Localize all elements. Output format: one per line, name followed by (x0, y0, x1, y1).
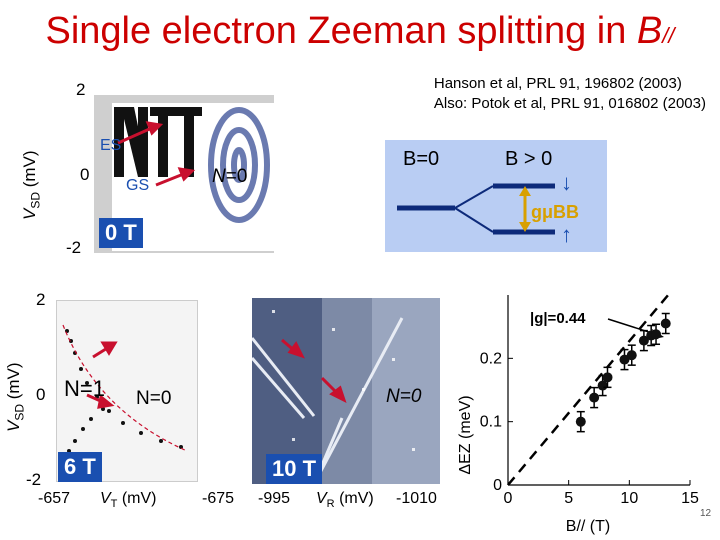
middle-xtick-max: -1010 (396, 490, 437, 507)
top-panel-arrows (117, 121, 196, 187)
chart-y-tick-label: 0 (493, 477, 502, 494)
ntt-logo-swirl (208, 107, 270, 223)
top-n-label: N=0 (212, 166, 248, 187)
chart-data-point (602, 372, 613, 383)
top-tick-2: 2 (76, 80, 86, 99)
chart-data-point (651, 329, 662, 340)
middle-panel-stability (250, 298, 440, 485)
chart-y-tick-label: 0.1 (480, 414, 502, 431)
top-tick-0: 0 (80, 165, 90, 184)
ntt-logo-graphic (112, 103, 274, 251)
left-panel-arrows (86, 341, 118, 409)
chart-data-point (660, 318, 671, 329)
es-label: ES (100, 137, 122, 154)
left-ylabel: VSD (mV) (4, 362, 27, 432)
left-xtick-max: -675 (202, 490, 235, 507)
zeeman-levels (397, 183, 555, 235)
left-tick-2: 2 (36, 290, 46, 309)
reference-line-2: Also: Potok et al, PRL 91, 016802 (2003) (433, 95, 706, 112)
middle-panel-arrows (281, 338, 347, 403)
b0-label: B=0 (403, 148, 440, 170)
chart-y-tick-label: 0.2 (480, 350, 502, 367)
chart-data-point (638, 335, 649, 346)
slide-title: Single electron Zeeman splitting in B// (45, 10, 675, 52)
zeeman-energy-chart: ΔEZ (meV) B// (T) |g|=0.44 0 5 10 15 0 0.1 0.2 (458, 294, 699, 535)
chart-data-point (575, 416, 586, 427)
chart-x-tick-label: 0 (504, 490, 513, 507)
left-xlabel: VT (mV) (100, 490, 157, 511)
chart-fit-line (507, 294, 670, 486)
chart-data-point (619, 354, 630, 365)
top-field-tag: 0 T (99, 218, 143, 248)
top-ylabel: VSD (mV) (20, 150, 43, 220)
middle-xtick-min: -995 (258, 490, 291, 507)
up-spin-arrow: ↑ (561, 222, 572, 247)
middle-xlabel: VR (mV) (316, 490, 374, 511)
down-spin-arrow: ↓ (561, 170, 572, 195)
chart-data-point (589, 392, 600, 403)
left-tick-neg2: -2 (26, 470, 42, 489)
reference-line-1: Hanson et al, PRL 91, 196802 (2003) (433, 75, 682, 92)
chart-x-tick-label: 5 (564, 490, 573, 507)
middle-n0-label: N=0 (386, 386, 422, 407)
middle-field-tag: 10 T (266, 454, 323, 484)
chart-data-point (626, 350, 637, 361)
left-n1-label: N=1 (64, 376, 105, 401)
chart-x-tick-label: 15 (681, 490, 699, 507)
left-tick-0: 0 (36, 385, 46, 404)
left-xtick-min: -657 (38, 490, 71, 507)
zeeman-diagram: B=0 B > 0 ↓ ↑ gμBB (385, 140, 607, 252)
left-n0-label: N=0 (136, 388, 172, 409)
chart-annotation: |g|=0.44 (530, 310, 586, 327)
chart-ylabel: ΔEZ (meV) (458, 395, 474, 474)
bpos-label: B > 0 (505, 148, 553, 170)
chart-x-tick-label: 10 (620, 490, 638, 507)
top-tick-neg2: -2 (66, 238, 82, 257)
gs-label: GS (126, 177, 150, 194)
left-panel-traces (62, 324, 188, 453)
left-field-tag: 6 T (58, 452, 102, 482)
zeeman-split-label: gμBB (531, 202, 580, 222)
page-number: 12 (700, 508, 712, 519)
chart-xlabel: B// (T) (566, 518, 610, 535)
reference-block: Hanson et al, PRL 91, 196802 (2003) Also… (434, 74, 706, 114)
left-panel-image (56, 300, 198, 482)
middle-panel-image (250, 298, 440, 485)
top-panel-image (94, 95, 274, 253)
